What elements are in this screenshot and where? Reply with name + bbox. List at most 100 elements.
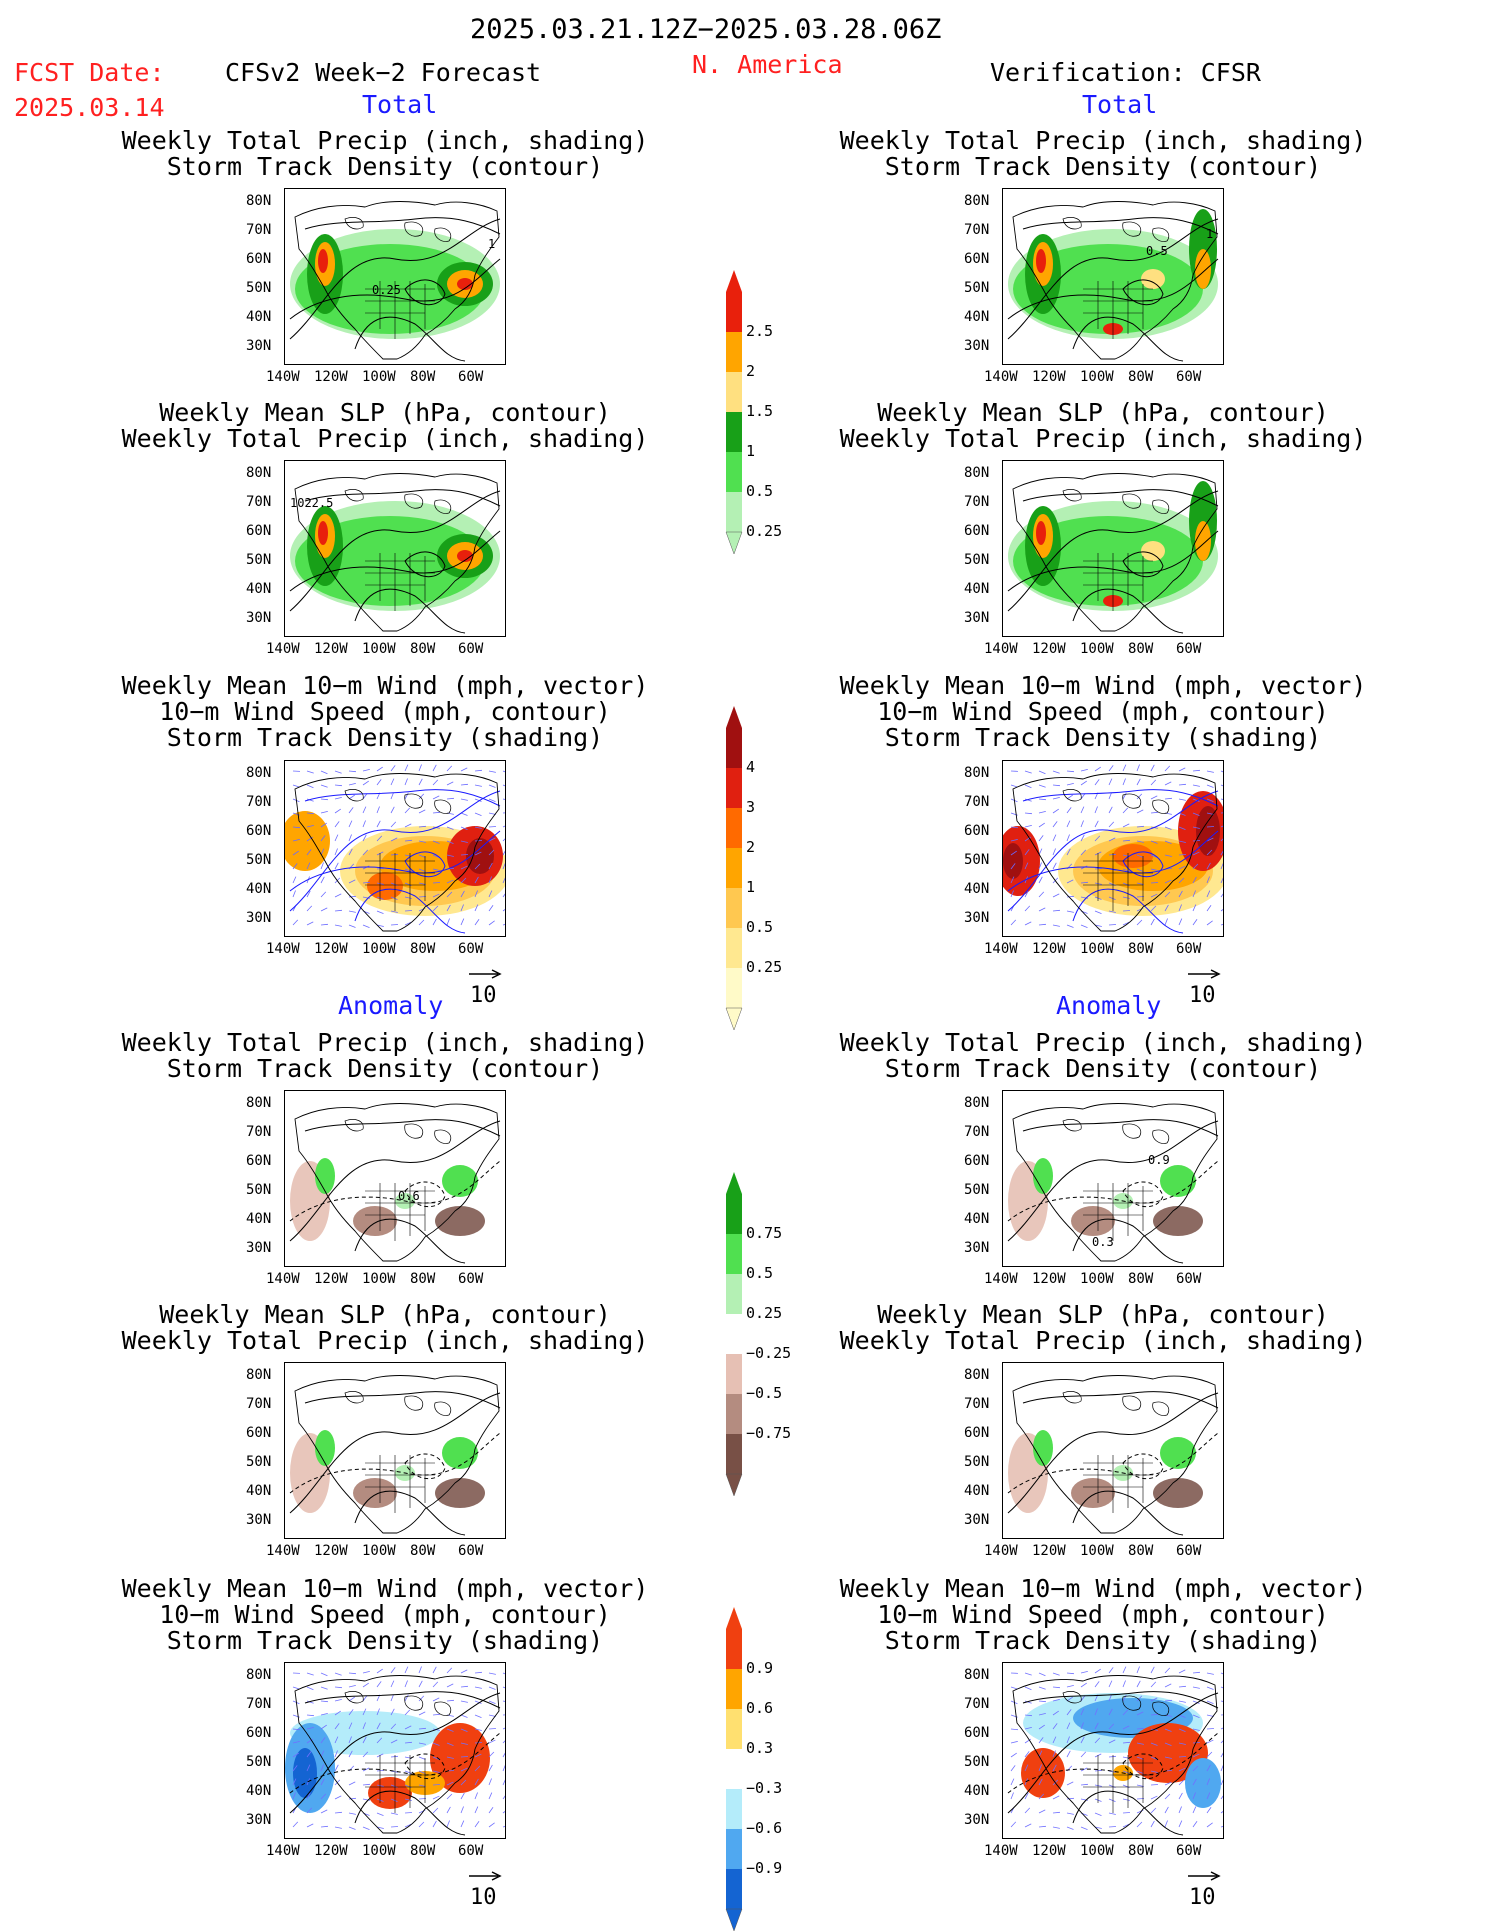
lat-tick-label: 40N — [246, 310, 271, 324]
wind-vector — [1067, 925, 1074, 928]
colorbar-segment — [726, 292, 742, 332]
wind-vector — [489, 1823, 495, 1827]
wind-vector — [1039, 1673, 1045, 1676]
wind-vector — [1193, 919, 1197, 925]
section-total-left: Total — [362, 92, 437, 117]
shading-region — [353, 1478, 397, 1508]
wind-vector — [503, 785, 505, 788]
lat-tick-label: 30N — [964, 911, 989, 925]
lon-tick-label: 100W — [1080, 1844, 1114, 1858]
lat-tick-label: 40N — [246, 1212, 271, 1226]
lat-tick-label: 50N — [964, 281, 989, 295]
wind-vector — [349, 807, 353, 813]
lat-tick-label: 50N — [964, 1755, 989, 1769]
shading-region — [1185, 1758, 1221, 1808]
lon-tick-label: 100W — [1080, 1544, 1114, 1558]
panel-title-line: Weekly Mean 10−m Wind (mph, vector) — [75, 1576, 695, 1602]
wind-vector — [1123, 793, 1126, 799]
wind-vector — [1011, 1765, 1015, 1771]
wind-vector — [1137, 920, 1142, 925]
wind-vector — [1151, 780, 1156, 785]
colorbar-segment — [726, 1434, 742, 1474]
wind-vector — [307, 771, 314, 773]
lon-tick-label: 80W — [410, 1544, 435, 1558]
wind-vector — [349, 1673, 356, 1674]
panel-title-line: Storm Track Density (shading) — [793, 725, 1413, 751]
verification-title: Verification: CFSR — [990, 60, 1261, 85]
lon-tick-label: 60W — [1176, 942, 1201, 956]
lat-tick-label: 60N — [246, 824, 271, 838]
wind-vector — [1207, 1740, 1213, 1743]
lat-tick-label: 60N — [246, 524, 271, 538]
wind-vector — [1053, 809, 1059, 813]
wind-vector — [503, 1764, 505, 1771]
lat-tick-label: 60N — [246, 1726, 271, 1740]
colorbar-label: 1 — [746, 880, 755, 895]
contour-line — [305, 790, 500, 806]
wind-vector — [1053, 1796, 1059, 1799]
wind-vector — [1221, 1687, 1223, 1690]
wind-vector — [1039, 785, 1046, 787]
fcst-date-label: FCST Date: — [14, 60, 165, 85]
lon-tick-label: 100W — [362, 642, 396, 656]
lat-tick-label: 40N — [964, 582, 989, 596]
panel-title-line: Storm Track Density (shading) — [793, 1628, 1413, 1654]
colorbar-graphic — [724, 1172, 748, 1496]
wind-vector — [1109, 765, 1113, 771]
wind-vector — [1151, 796, 1157, 799]
wind-vector — [475, 919, 479, 925]
wind-vector — [1207, 771, 1214, 772]
colorbar-segment — [726, 1749, 742, 1789]
shading-region — [1071, 1478, 1115, 1508]
colorbar-label: 1.5 — [746, 404, 773, 419]
map-panel — [284, 760, 506, 937]
lat-tick-label: 80N — [964, 194, 989, 208]
wind-vector — [1179, 1701, 1186, 1702]
wind-vector — [1123, 765, 1126, 771]
wind-vector — [1081, 769, 1088, 771]
map-canvas — [285, 1091, 505, 1266]
shading-region — [318, 249, 328, 273]
wind-vector — [433, 765, 436, 771]
wind-vector — [1081, 1752, 1086, 1757]
wind-vector — [335, 835, 338, 841]
wind-vector — [1095, 911, 1101, 914]
colorbar-label: 0.6 — [746, 1701, 773, 1716]
map-canvas — [285, 761, 505, 936]
wind-vector — [405, 778, 408, 785]
map-canvas — [285, 461, 505, 636]
wind-vector — [1207, 1687, 1214, 1690]
wind-vector — [391, 779, 394, 785]
wind-vector — [335, 821, 339, 827]
colorbar-bottom-arrow — [726, 1909, 742, 1931]
colorbar-label: 4 — [746, 760, 755, 775]
colorbar-label: 0.3 — [746, 1741, 773, 1756]
wind-vector — [1179, 784, 1186, 785]
wind-vector — [1193, 1687, 1200, 1688]
shading-region — [442, 1437, 478, 1469]
wind-vector — [1109, 1667, 1113, 1673]
wind-vector — [307, 1687, 313, 1690]
wind-vector — [335, 1699, 342, 1701]
lon-tick-label: 120W — [1032, 370, 1066, 384]
wind-vector — [1011, 1822, 1016, 1827]
lat-tick-label: 70N — [964, 1697, 989, 1711]
lon-tick-label: 120W — [314, 370, 348, 384]
contour-value-label: 1022.5 — [290, 497, 333, 509]
shading-region — [1153, 1206, 1203, 1236]
wind-vector — [293, 877, 296, 883]
wind-vector — [475, 785, 482, 786]
wind-vector — [503, 799, 505, 801]
colorbar-graphic — [724, 706, 748, 1030]
wind-vector — [1067, 834, 1070, 841]
wind-vector — [391, 1813, 398, 1815]
lon-tick-label: 120W — [314, 642, 348, 656]
colorbar-segment — [726, 1829, 742, 1869]
contour-value-label: 0.25 — [372, 284, 401, 296]
wind-vector — [1095, 779, 1099, 785]
lat-tick-label: 80N — [246, 1368, 271, 1382]
lat-tick-label: 40N — [964, 882, 989, 896]
lat-tick-label: 80N — [246, 1668, 271, 1682]
wind-vector — [335, 771, 342, 773]
panel-title-line: Storm Track Density (shading) — [75, 1628, 695, 1654]
